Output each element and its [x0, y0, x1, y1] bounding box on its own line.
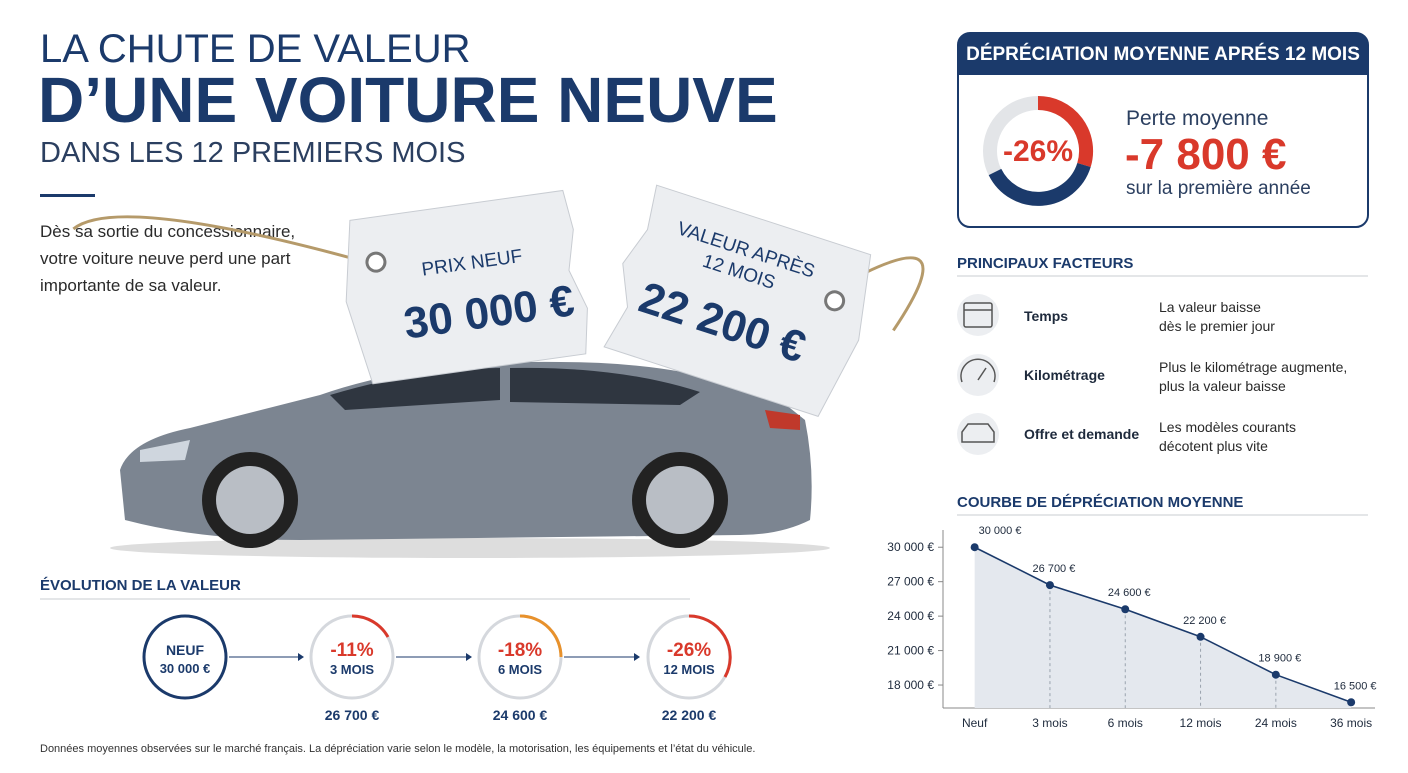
value-label: 24 600 € [1108, 587, 1151, 599]
title-line2: D’UNE VOITURE NEUVE [38, 64, 778, 136]
summary-caption: Perte moyenne [1126, 107, 1268, 130]
factor-text: Les modèles courants [1159, 419, 1296, 435]
factor-text: La valeur baisse [1159, 299, 1261, 315]
factor-icons [957, 294, 999, 455]
point [970, 543, 979, 552]
value-label: 18 900 € [1258, 653, 1301, 665]
step-top: -26% [667, 640, 711, 661]
intro: votre voiture neuve perd une part [40, 249, 291, 268]
y-tick-label: 24 000 € [887, 609, 934, 623]
subtitle: DANS LES 12 PREMIERS MOIS [40, 137, 465, 169]
chart-title: COURBE DE DÉPRÉCIATION MOYENNE [957, 494, 1243, 511]
area [974, 547, 1352, 708]
factor-text: Plus le kilométrage augmente, [1159, 359, 1347, 375]
step-value: 26 700 € [325, 707, 380, 723]
summary-box: DÉPRÉCIATION MOYENNE APRÉS 12 MOIS -26% … [957, 32, 1369, 228]
summary-note: sur la première année [1126, 178, 1311, 199]
x-tick-label: 12 mois [1180, 716, 1222, 730]
intro: Dès sa sortie du concessionnaire, [40, 222, 295, 241]
step-top: -11% [330, 640, 373, 661]
point [1347, 698, 1356, 707]
step-top: -18% [498, 640, 542, 661]
factor-name: Kilométrage [1024, 367, 1105, 383]
summary-amount: -7 800 € [1125, 130, 1286, 179]
point [1121, 605, 1130, 614]
divider [40, 194, 95, 197]
y-tick-label: 27 000 € [887, 575, 934, 589]
y-tick-label: 18 000 € [887, 678, 934, 692]
intro: importante de sa valeur. [40, 276, 221, 295]
value-label: 26 700 € [1033, 563, 1076, 575]
footnote: Données moyennes observées sur le marché… [40, 743, 755, 755]
y-tick-label: 30 000 € [887, 540, 934, 554]
x-tick-label: 24 mois [1255, 716, 1297, 730]
y-tick-label: 21 000 € [887, 644, 934, 658]
factor-name: Offre et demande [1024, 426, 1139, 442]
x-tick-label: 6 mois [1108, 716, 1143, 730]
step-bottom: 6 MOIS [498, 662, 542, 677]
value-label: 22 200 € [1183, 615, 1226, 627]
price-tag: PRIX NEUF 30 000 € [72, 189, 588, 385]
x-tick-label: 36 mois [1330, 716, 1372, 730]
step-value: 22 200 € [662, 707, 717, 723]
line [974, 546, 1352, 704]
line-chart: 18 000 € 21 000 € 24 000 € 27 000 € 30 000 €… [887, 525, 1376, 730]
summary-title: DÉPRÉCIATION MOYENNE APRÉS 12 MOIS [966, 43, 1360, 65]
factor-name: Temps [1024, 308, 1068, 324]
step-bottom: 3 MOIS [330, 662, 374, 677]
factor-text: dès le premier jour [1159, 318, 1275, 334]
summary-percent: -26% [1003, 135, 1073, 168]
step-bottom: 12 MOIS [663, 662, 715, 677]
point [1196, 632, 1205, 641]
factor-text: décotent plus vite [1159, 438, 1268, 454]
factor-text: plus la valeur baisse [1159, 378, 1286, 394]
x-tick-label: Neuf [962, 716, 988, 730]
step-bottom: 30 000 € [160, 661, 211, 676]
value-label: 30 000 € [979, 525, 1022, 537]
x-tick-label: 3 mois [1032, 716, 1067, 730]
section-title: ÉVOLUTION DE LA VALEUR [40, 577, 241, 594]
value-label: 16 500 € [1334, 680, 1377, 692]
car [110, 361, 830, 558]
point [1045, 581, 1054, 590]
title-line1: LA CHUTE DE VALEUR [40, 27, 471, 71]
step-graphics [142, 614, 732, 700]
step-value: 24 600 € [493, 707, 548, 723]
step-top: NEUF [166, 642, 205, 658]
section-title: PRINCIPAUX FACTEURS [957, 255, 1133, 272]
point [1271, 670, 1280, 679]
